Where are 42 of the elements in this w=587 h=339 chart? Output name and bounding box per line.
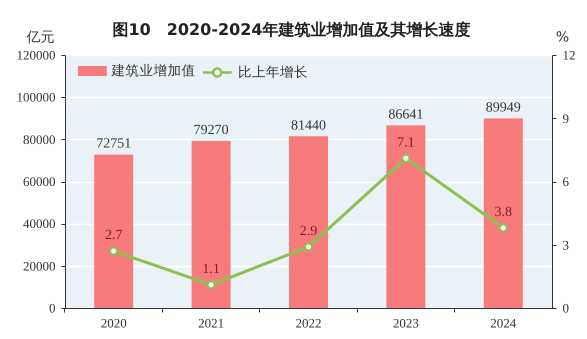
y-tick-label: 40000 [23, 216, 56, 232]
x-tick-label: 2023 [392, 316, 419, 330]
bar [94, 154, 134, 308]
data-label: 3.8 [494, 204, 512, 220]
y2-tick-label: 6 [562, 174, 570, 189]
y-tick-label: 20000 [23, 258, 56, 274]
y-tick-label: 80000 [23, 132, 56, 147]
point [498, 223, 508, 232]
data-label: 89949 [486, 100, 521, 116]
data-label: 2.7 [104, 228, 122, 244]
data-label: 7.1 [397, 135, 415, 150]
legend-label: 建筑业增加值 [110, 63, 196, 79]
data-label: 79270 [194, 122, 229, 138]
chart-title: 图10 2020-2024年建筑业增加值及其增长速度 [112, 20, 470, 39]
y-tick-label: 0 [49, 300, 56, 316]
y2-tick-label: 0 [562, 300, 569, 316]
point [109, 246, 118, 256]
bar [484, 118, 523, 308]
legend-label: 比上年增长 [238, 64, 308, 80]
y2-tick-label: 3 [562, 237, 569, 252]
x-tick-label: 2024 [490, 316, 517, 330]
y2-tick-label: 9 [562, 110, 569, 126]
y2-axis-title: % [556, 30, 570, 46]
point [206, 280, 216, 290]
x-tick-label: 2022 [296, 316, 322, 330]
point [304, 242, 314, 252]
data-label: 81440 [291, 118, 326, 134]
y-axis-title: 亿元 [26, 30, 54, 46]
bar [192, 140, 231, 308]
y-tick-label: 120000 [16, 48, 56, 62]
data-label: 1.1 [202, 262, 220, 277]
y2-tick-label: 12 [562, 48, 576, 62]
data-label: 72751 [96, 136, 132, 152]
point [401, 154, 410, 163]
x-tick-label: 2020 [100, 316, 127, 330]
y-tick-label: 100000 [16, 90, 56, 105]
data-label: 86641 [388, 107, 424, 122]
bar [289, 136, 328, 308]
y-tick-label: 60000 [23, 174, 56, 189]
data-label: 2.9 [300, 224, 318, 239]
x-tick-label: 2021 [198, 316, 224, 330]
bar [386, 125, 426, 308]
